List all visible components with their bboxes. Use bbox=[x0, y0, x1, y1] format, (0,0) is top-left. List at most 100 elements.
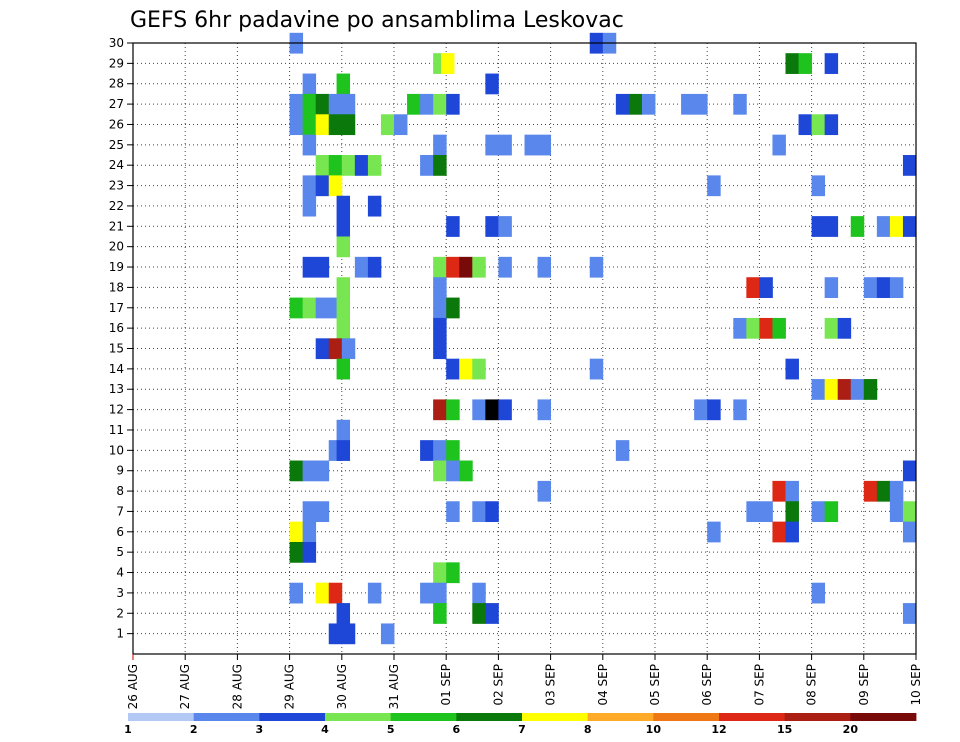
precip-cell bbox=[485, 216, 499, 237]
precip-cell bbox=[336, 236, 351, 258]
y-tick-label: 8 bbox=[116, 484, 124, 498]
precip-cell bbox=[315, 460, 330, 482]
precip-cell bbox=[328, 338, 343, 360]
precip-cell bbox=[459, 358, 473, 380]
precip-cell bbox=[824, 53, 839, 74]
precip-cell bbox=[394, 114, 408, 136]
precip-cell bbox=[289, 460, 304, 482]
precip-cell bbox=[433, 256, 447, 278]
legend-label: 4 bbox=[321, 723, 329, 736]
precip-cell bbox=[446, 216, 460, 237]
precip-cell bbox=[733, 93, 747, 115]
y-tick-label: 2 bbox=[116, 606, 124, 620]
precip-cell bbox=[433, 603, 447, 624]
y-tick-label: 4 bbox=[116, 566, 124, 580]
precip-cell bbox=[485, 73, 499, 95]
y-tick-label: 29 bbox=[109, 56, 124, 70]
precip-cell bbox=[733, 399, 747, 421]
x-tick-label: 01 SEP bbox=[439, 664, 453, 706]
precip-cell bbox=[367, 155, 382, 176]
precip-cell bbox=[315, 582, 330, 604]
precip-cell bbox=[289, 582, 304, 604]
precip-cell bbox=[433, 134, 447, 156]
precip-cell bbox=[876, 277, 891, 298]
precip-cell bbox=[289, 114, 304, 136]
precip-cell bbox=[498, 256, 512, 278]
precip-cell bbox=[707, 399, 721, 421]
legend-swatch bbox=[587, 713, 654, 721]
precip-cell bbox=[589, 358, 604, 380]
precip-cell bbox=[472, 603, 486, 624]
precip-cell bbox=[302, 541, 317, 563]
y-tick-label: 30 bbox=[109, 36, 124, 50]
y-tick-label: 13 bbox=[109, 382, 124, 396]
precip-cell bbox=[811, 582, 826, 604]
precip-cell bbox=[336, 358, 351, 380]
y-tick-label: 24 bbox=[109, 158, 124, 172]
precip-cell bbox=[328, 114, 343, 136]
precip-cell bbox=[772, 480, 786, 502]
x-tick-label: 04 SEP bbox=[596, 664, 610, 706]
y-tick-label: 18 bbox=[109, 280, 124, 294]
precip-cell bbox=[446, 501, 460, 523]
y-tick-label: 5 bbox=[116, 545, 124, 559]
precip-cell bbox=[472, 501, 486, 523]
y-tick-label: 21 bbox=[109, 219, 124, 233]
precip-cell bbox=[863, 480, 878, 502]
precip-cell bbox=[328, 623, 343, 645]
y-tick-label: 9 bbox=[116, 464, 124, 478]
precip-cell bbox=[302, 175, 317, 197]
precip-cell bbox=[876, 216, 891, 237]
precip-cell bbox=[341, 114, 356, 136]
precip-cell bbox=[420, 93, 434, 115]
legend-label: 12 bbox=[711, 723, 726, 736]
precip-cell bbox=[367, 195, 382, 217]
precip-cell bbox=[459, 460, 473, 482]
precip-cell bbox=[772, 134, 786, 156]
precip-cell bbox=[302, 195, 317, 217]
legend-swatch bbox=[653, 713, 720, 721]
precip-cell bbox=[485, 501, 499, 523]
data-cells bbox=[289, 32, 917, 645]
precip-cell bbox=[336, 603, 351, 624]
precip-cell bbox=[707, 521, 721, 543]
precip-cell bbox=[328, 93, 343, 115]
precip-cell bbox=[537, 399, 551, 421]
precip-cell bbox=[772, 317, 786, 339]
precip-cell bbox=[302, 256, 317, 278]
precip-cell bbox=[440, 53, 455, 74]
precip-cell bbox=[824, 277, 839, 298]
y-tick-label: 28 bbox=[109, 77, 124, 91]
precip-cell bbox=[902, 521, 917, 543]
legend-label: 7 bbox=[518, 723, 526, 736]
precip-cell bbox=[902, 216, 917, 237]
precip-cell bbox=[341, 623, 356, 645]
precip-cell bbox=[341, 93, 356, 115]
legend-label: 5 bbox=[387, 723, 395, 736]
precip-cell bbox=[433, 562, 447, 584]
precip-cell bbox=[485, 399, 499, 421]
precip-cell bbox=[537, 134, 551, 156]
precip-cell bbox=[446, 562, 460, 584]
precip-cell bbox=[785, 53, 799, 74]
x-axis: 26 AUG 27 AUG 28 AUG 29 AUG 30 AUG 31 AUG 01 S… bbox=[126, 654, 923, 709]
precip-cell bbox=[433, 440, 447, 461]
precip-cell bbox=[315, 114, 330, 136]
precip-cell bbox=[889, 277, 904, 298]
precip-cell bbox=[889, 216, 904, 237]
precip-cell bbox=[798, 114, 812, 136]
precip-cell bbox=[315, 338, 330, 360]
precip-cell bbox=[446, 358, 460, 380]
y-tick-label: 19 bbox=[109, 260, 124, 274]
legend: 1 2 3 4 5 6 7 8 10 12 15 20 bbox=[124, 713, 917, 736]
precip-cell bbox=[850, 379, 865, 400]
precip-cell bbox=[824, 379, 839, 400]
precip-cell bbox=[341, 338, 356, 360]
x-tick-label: 30 AUG bbox=[335, 664, 349, 709]
precip-cell bbox=[315, 501, 330, 523]
precip-cell bbox=[785, 358, 799, 380]
precip-cell bbox=[328, 582, 343, 604]
precip-cell bbox=[433, 277, 447, 298]
precip-cell bbox=[811, 501, 826, 523]
